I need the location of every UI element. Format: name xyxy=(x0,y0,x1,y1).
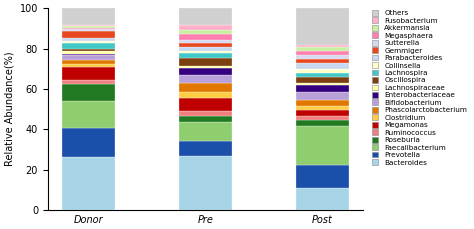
Bar xyxy=(179,43,232,47)
Y-axis label: Relative Abundance(%): Relative Abundance(%) xyxy=(4,52,14,166)
Bar xyxy=(179,47,232,51)
Bar xyxy=(296,73,349,77)
Bar xyxy=(296,188,349,210)
Bar xyxy=(296,59,349,63)
Bar xyxy=(296,83,349,85)
Bar xyxy=(179,30,232,34)
Bar xyxy=(296,100,349,106)
Bar xyxy=(179,122,232,141)
Bar xyxy=(62,64,115,67)
Bar xyxy=(179,66,232,68)
Bar xyxy=(62,26,115,28)
Bar xyxy=(179,115,232,122)
Bar xyxy=(62,51,115,55)
Bar xyxy=(62,25,115,26)
Bar xyxy=(296,85,349,93)
Bar xyxy=(179,141,232,156)
Bar xyxy=(296,47,349,51)
Bar xyxy=(179,68,232,75)
Bar xyxy=(62,157,115,210)
Bar xyxy=(296,165,349,188)
Bar xyxy=(296,8,349,45)
Bar xyxy=(296,110,349,116)
Bar xyxy=(62,80,115,84)
Bar xyxy=(179,156,232,210)
Bar xyxy=(296,126,349,165)
Bar xyxy=(62,43,115,49)
Bar xyxy=(62,29,115,31)
Bar xyxy=(62,49,115,51)
Bar xyxy=(179,53,232,57)
Bar xyxy=(296,93,349,100)
Bar xyxy=(62,8,115,25)
Bar xyxy=(296,51,349,55)
Bar xyxy=(296,77,349,83)
Bar xyxy=(179,98,232,111)
Bar xyxy=(62,28,115,29)
Bar xyxy=(179,57,232,66)
Bar xyxy=(296,45,349,47)
Bar xyxy=(179,34,232,40)
Bar xyxy=(179,83,232,92)
Bar xyxy=(179,111,232,115)
Bar xyxy=(179,92,232,98)
Bar xyxy=(62,84,115,101)
Bar xyxy=(62,67,115,80)
Bar xyxy=(179,8,232,25)
Bar xyxy=(62,101,115,128)
Bar xyxy=(296,120,349,126)
Bar xyxy=(62,38,115,41)
Bar xyxy=(296,69,349,73)
Bar xyxy=(179,51,232,53)
Bar xyxy=(62,31,115,38)
Bar xyxy=(62,60,115,64)
Bar xyxy=(62,128,115,157)
Bar xyxy=(296,116,349,120)
Bar xyxy=(62,41,115,43)
Bar xyxy=(179,40,232,43)
Bar xyxy=(179,25,232,30)
Bar xyxy=(62,55,115,60)
Bar xyxy=(296,55,349,59)
Bar xyxy=(296,63,349,69)
Legend: Others, Fusobacterium, Akkermansia, Megasphaera, Sutterella, Gemmiger, Parabacte: Others, Fusobacterium, Akkermansia, Mega… xyxy=(370,8,469,168)
Bar xyxy=(179,75,232,83)
Bar xyxy=(296,106,349,110)
